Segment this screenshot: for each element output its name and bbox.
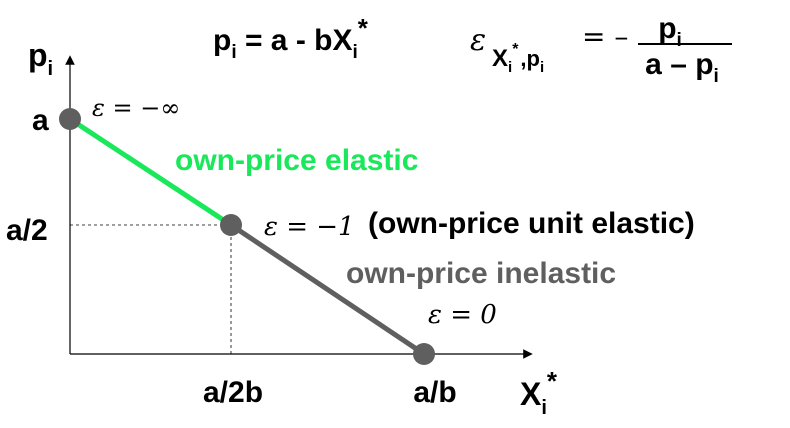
tick-label-a-b: a/b (413, 376, 456, 409)
tick-label-a-half: a/2 (6, 214, 48, 247)
point-unit-elastic (220, 214, 242, 236)
point-a-over-b (413, 343, 435, 365)
inelastic-segment (229, 222, 426, 357)
elasticity-numerator: pi (658, 12, 682, 51)
point-a (59, 108, 81, 130)
y-axis-label: pi (28, 37, 53, 80)
elasticity-subscript: Xi*,pi (492, 41, 544, 76)
epsilon-neg-infinity: ε = −∞ (92, 94, 180, 122)
x-axis-label: Xi* (520, 366, 558, 419)
elastic-segment (68, 116, 233, 228)
elastic-label: own-price elastic (175, 144, 418, 177)
elasticity-formula: ε Xi*,pi = – pi a – pi (470, 12, 732, 87)
epsilon-symbol: ε (470, 23, 486, 58)
epsilon-zero: ε = 0 (428, 300, 497, 330)
epsilon-neg-one: ε = −1 (264, 212, 355, 242)
tick-label-a: a (32, 104, 49, 137)
demand-equation: pi = a - bXi* (213, 13, 369, 63)
elasticity-denominator: a – pi (645, 48, 719, 87)
inelastic-label: own-price inelastic (346, 257, 616, 290)
elasticity-equals-minus: = – (582, 20, 628, 53)
unit-elastic-label: (own-price unit elastic) (368, 207, 695, 240)
tick-label-a-2b: a/2b (203, 376, 263, 409)
